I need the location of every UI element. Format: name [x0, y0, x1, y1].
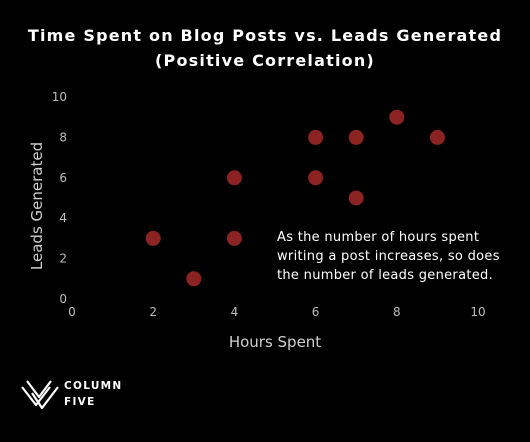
annotation-line: As the number of hours spent [277, 230, 480, 245]
brand-line-2: FIVE [64, 396, 96, 408]
data-point [308, 129, 324, 145]
annotation-line: writing a post increases, so does [277, 249, 500, 264]
x-axis-label: Hours Spent [229, 333, 321, 351]
chart-subtitle: (Positive Correlation) [155, 51, 375, 70]
data-point [145, 230, 161, 246]
data-point [308, 170, 324, 186]
y-tick-label: 4 [59, 211, 67, 225]
y-tick-label: 6 [59, 171, 67, 185]
data-point [348, 190, 364, 206]
column-five-logo-icon [21, 380, 59, 410]
y-axis-label: Leads Generated [28, 142, 46, 270]
chart-annotation: As the number of hours spent writing a p… [277, 228, 517, 285]
chart-title: Time Spent on Blog Posts vs. Leads Gener… [27, 26, 503, 45]
x-tick-label: 8 [393, 305, 401, 319]
data-point [429, 129, 445, 145]
y-tick-label: 10 [52, 90, 67, 104]
data-point [226, 170, 242, 186]
data-point [226, 230, 242, 246]
y-tick-label: 2 [59, 252, 67, 266]
x-tick-label: 4 [231, 305, 239, 319]
y-tick-label: 8 [59, 130, 67, 144]
annotation-line: the number of leads generated. [277, 268, 494, 283]
data-point [348, 129, 364, 145]
brand-line-1: COLUMN [64, 380, 123, 392]
brand-name: COLUMN FIVE [64, 378, 123, 410]
y-tick-label: 0 [59, 292, 67, 306]
x-tick-label: 0 [68, 305, 76, 319]
x-tick-label: 2 [149, 305, 157, 319]
x-tick-label: 10 [470, 305, 485, 319]
data-point [186, 271, 202, 287]
data-point [389, 109, 405, 125]
x-tick-label: 6 [312, 305, 320, 319]
